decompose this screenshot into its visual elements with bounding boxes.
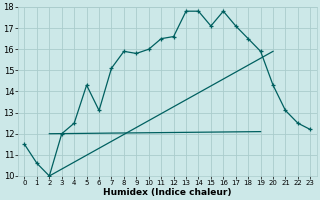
X-axis label: Humidex (Indice chaleur): Humidex (Indice chaleur) [103, 188, 232, 197]
